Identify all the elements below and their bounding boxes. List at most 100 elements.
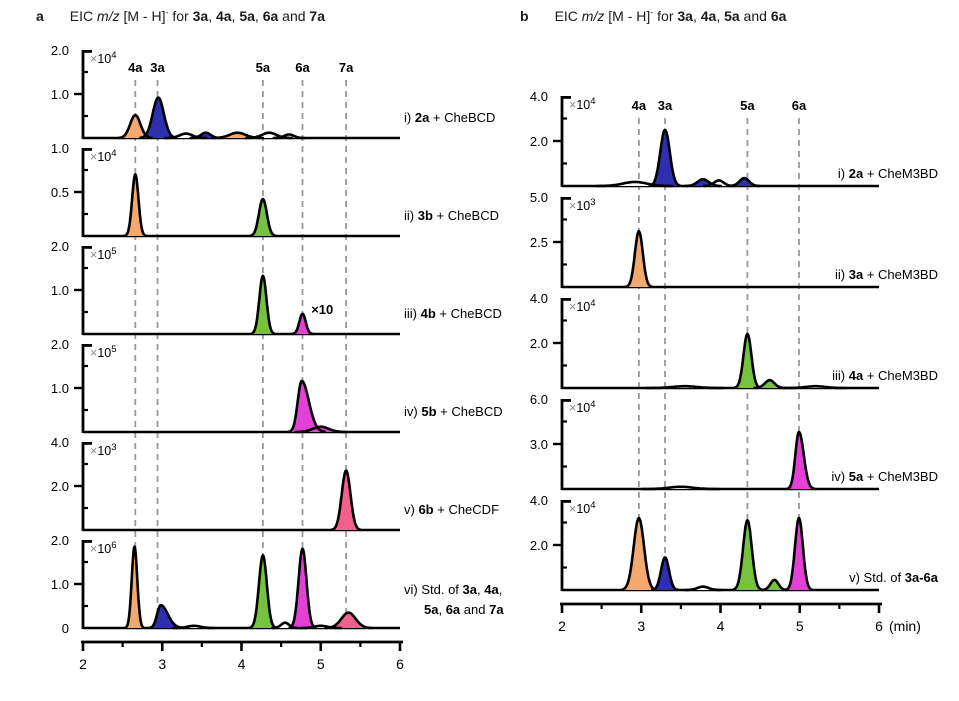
trace-b-2: 5.0 2.5 ×103 ii) 3a + CheM3BD [530,190,938,289]
title-part: , [208,8,216,24]
y-scale-label: ×106 [90,540,117,556]
trace-b-5: 4.0 2.0 ×104 v) Std. of 3a-6a [530,493,939,592]
y-tick-label: 2.0 [51,43,69,58]
panel-a-letter: a [36,8,44,24]
title-part: EIC [69,8,98,24]
peak-outline [271,621,300,630]
x-tick-label: 4 [238,656,246,672]
marker-label-5a: 5a [740,98,755,113]
peak-outline [294,425,348,434]
trace-label: ii) 3b + CheBCD [404,208,499,223]
y-tick-label: 1.0 [51,577,69,592]
trace-a-2: 1.0 0.5 ×104 ii) 3b + CheBCD [51,141,499,238]
y-scale-label: ×104 [569,399,596,415]
title-part: , [692,8,701,24]
peak-outline [786,430,816,490]
trace-label: iv) 5b + CheBCD [404,404,503,419]
peak-fill [149,605,184,628]
y-scale-label: ×103 [569,197,596,213]
trace-label: v) Std. of 3a-6a [849,570,939,585]
trace-label: i) 2a + CheM3BD [838,166,938,181]
peak-outline [783,384,848,390]
title-part: [M - H] [119,8,166,24]
marker-label-3a: 3a [658,98,673,113]
peak-outline [124,545,145,629]
title-part: 4a [215,8,232,24]
panel-b-letter: b [520,8,529,24]
trace-label: ii) 3a + CheM3BD [835,267,938,282]
y-tick-label: 4.0 [51,435,69,450]
y-scale-label: ×104 [569,96,596,112]
title-part: , [254,8,263,24]
x-tick-label: 5 [317,656,325,672]
x-tick-label: 4 [717,618,725,634]
peak-outline [248,554,277,629]
peak-fill [140,97,176,138]
x-tick-label: 2 [558,618,566,634]
peak-outline [172,624,216,630]
title-part: 3a [677,8,693,24]
y-tick-label: 5.0 [530,190,548,205]
y-tick-label: 1.0 [51,283,69,298]
peak-outline [299,624,343,630]
y-tick-label: 2.0 [530,538,548,553]
y-tick-label: 2.0 [530,134,548,149]
title-part: , [716,8,725,24]
trace-b-3: 4.0 2.0 ×104 iii) 4a + CheM3BD [530,291,938,390]
trace-a-3: 2.0 1.0 ×105 ×10 iii) 4b + CheBCD [51,239,502,336]
title-part: for [168,8,193,24]
y-scale-label: ×104 [90,50,117,66]
peak-outline [624,229,653,288]
trace-label: iii) 4a + CheM3BD [832,368,938,383]
title-part: for [653,8,678,24]
y-tick-label: 2.0 [51,533,69,548]
trace-a-6: 2.0 1.0 0 ×106 vi) Std. of 3a, 4a, 5a, 6a and… [51,533,504,636]
title-part: 6a [262,8,279,24]
y-scale-label: ×104 [569,500,596,516]
title-part: and [739,8,771,24]
marker-label-4a: 4a [128,60,143,75]
peak-outline [250,274,276,335]
panel-b-header: b EIC m/z [M - H]- for 3a, 4a, 5a and 6a [520,8,786,24]
y-scale-label: ×103 [90,442,117,458]
trace-label: iv) 5a + CheM3BD [831,469,938,484]
peak-fill [622,518,656,590]
y-tick-label: 0 [62,621,69,636]
trace-label: iii) 4b + CheBCD [404,306,502,321]
trace-label: vi) Std. of 3a, 4a, [404,582,502,597]
title-part: [M - H] [604,8,651,24]
peak-fill [289,381,325,432]
trace-label: i) 2a + CheBCD [404,110,495,125]
title-part: 5a [239,8,255,24]
peak-outline [648,128,682,187]
title-part: 7a [309,8,325,24]
x-axis-unit: (min) [889,618,921,634]
peak-outline [248,197,277,238]
peak-outline [330,469,362,531]
y-tick-label: 1.0 [51,87,69,102]
panel-a-title: EIC m/z [M - H]- for 3a, 4a, 5a, 6a and … [70,8,325,24]
peak-outline [595,180,675,188]
marker-label-3a: 3a [150,60,165,75]
peak-outline [641,485,721,491]
peak-outline [684,178,723,188]
peak-outline [288,547,317,629]
panel-b-title: EIC m/z [M - H]- for 3a, 4a, 5a and 6a [555,8,787,24]
title-part: - [650,7,654,18]
peak-outline [645,384,725,390]
marker-label-4a: 4a [632,98,647,113]
title-part: EIC [554,8,582,24]
peak-outline [753,378,787,390]
y-scale-label: ×104 [90,148,117,164]
peak-outline [123,173,147,237]
marker-label-6a: 6a [792,98,807,113]
title-part: , [231,8,240,24]
trace-a-4: 2.0 1.0 ×105 iv) 5b + CheBCD [51,337,503,434]
marker-label-5a: 5a [256,60,271,75]
marker-label-7a: 7a [339,60,354,75]
trace-a-1: 2.0 1.0 ×104 i) 2a + CheBCD [51,43,495,140]
title-part: and [278,8,310,24]
x-tick-label: 3 [158,656,166,672]
